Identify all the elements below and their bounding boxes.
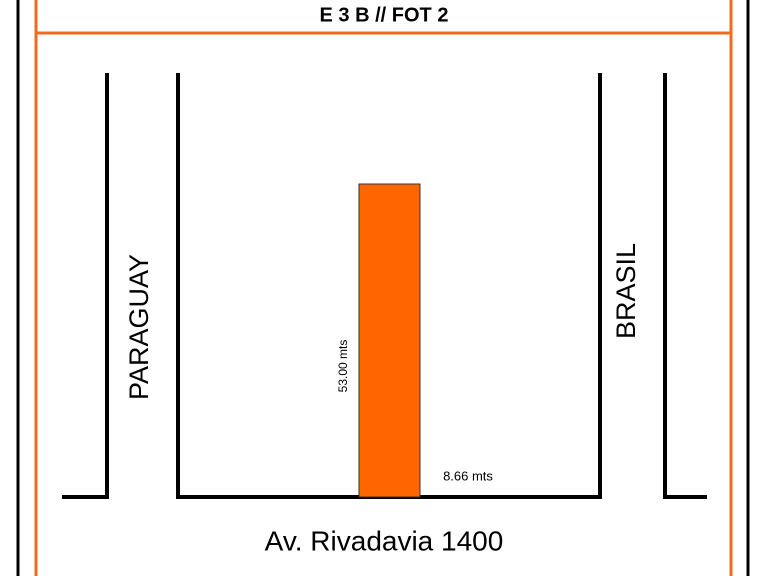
street-bottom: Av. Rivadavia 1400 bbox=[265, 525, 504, 556]
lot-frontage: 8.66 mts bbox=[443, 468, 493, 483]
left-block-edge bbox=[62, 73, 109, 499]
lot bbox=[358, 183, 421, 498]
street-left: PARAGUAY bbox=[124, 254, 154, 400]
orange-frame bbox=[34, 0, 733, 576]
header-title: E 3 B // FOT 2 bbox=[320, 4, 449, 26]
lot-depth: 53.00 mts bbox=[336, 340, 350, 393]
street-right: BRASIL bbox=[611, 243, 641, 339]
right-block-edge bbox=[663, 73, 707, 499]
